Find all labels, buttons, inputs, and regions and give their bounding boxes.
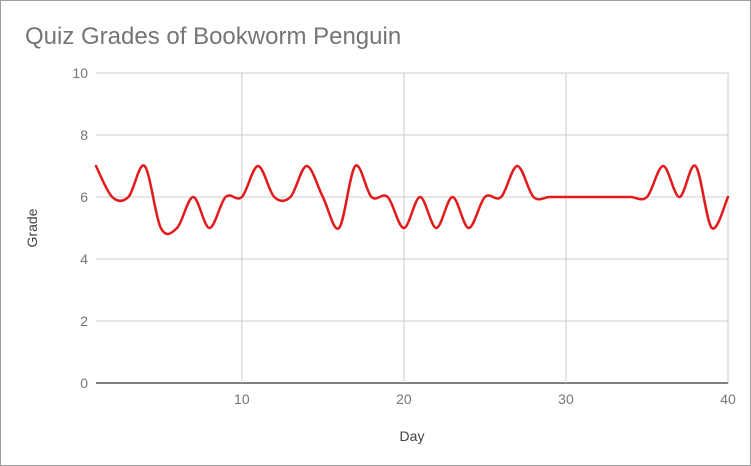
data-point-day-16 bbox=[337, 226, 341, 230]
data-point-day-33 bbox=[613, 195, 617, 199]
x-tick-label: 30 bbox=[558, 391, 574, 407]
data-point-day-23 bbox=[451, 195, 455, 199]
y-tick-label: 2 bbox=[80, 313, 88, 329]
data-point-day-15 bbox=[321, 195, 325, 199]
data-point-day-8 bbox=[207, 226, 211, 230]
data-point-day-31 bbox=[580, 195, 584, 199]
data-point-day-25 bbox=[483, 195, 487, 199]
data-point-day-18 bbox=[369, 195, 373, 199]
data-point-day-12 bbox=[272, 195, 276, 199]
data-point-day-30 bbox=[564, 195, 568, 199]
data-point-day-22 bbox=[434, 226, 438, 230]
data-point-day-29 bbox=[548, 195, 552, 199]
y-axis-label: Grade bbox=[24, 208, 40, 247]
x-tick-label: 10 bbox=[234, 391, 250, 407]
data-point-day-4 bbox=[143, 164, 147, 168]
data-point-day-13 bbox=[288, 195, 292, 199]
data-point-day-27 bbox=[515, 164, 519, 168]
data-point-day-11 bbox=[256, 164, 260, 168]
y-tick-label: 8 bbox=[80, 127, 88, 143]
data-point-day-40 bbox=[726, 195, 730, 199]
data-point-day-7 bbox=[191, 195, 195, 199]
data-point-day-38 bbox=[694, 164, 698, 168]
data-point-day-19 bbox=[386, 195, 390, 199]
tick-labels: 0 2 4 6 8 10 10 20 30 40 bbox=[72, 65, 736, 407]
data-point-day-26 bbox=[499, 195, 503, 199]
data-point-day-3 bbox=[126, 195, 130, 199]
data-point-day-9 bbox=[224, 195, 228, 199]
data-point-day-39 bbox=[710, 226, 714, 230]
data-point-day-1 bbox=[94, 164, 98, 168]
chart-title: Quiz Grades of Bookworm Penguin bbox=[25, 23, 402, 50]
data-point-day-34 bbox=[629, 195, 633, 199]
data-point-day-32 bbox=[596, 195, 600, 199]
y-tick-label: 10 bbox=[72, 65, 88, 81]
data-point-day-14 bbox=[305, 164, 309, 168]
data-point-day-36 bbox=[661, 164, 665, 168]
data-point-day-2 bbox=[110, 195, 114, 199]
data-point-day-28 bbox=[532, 195, 536, 199]
data-point-day-10 bbox=[240, 195, 244, 199]
data-point-day-20 bbox=[402, 226, 406, 230]
y-tick-label: 4 bbox=[80, 251, 88, 267]
x-tick-label: 20 bbox=[396, 391, 412, 407]
data-point-day-24 bbox=[467, 226, 471, 230]
x-tick-label: 40 bbox=[720, 391, 736, 407]
x-axis-label: Day bbox=[400, 428, 425, 444]
data-point-day-21 bbox=[418, 195, 422, 199]
data-point-day-35 bbox=[645, 195, 649, 199]
data-point-day-6 bbox=[175, 226, 179, 230]
data-point-day-37 bbox=[677, 195, 681, 199]
grid-lines bbox=[96, 72, 729, 384]
y-tick-label: 6 bbox=[80, 189, 88, 205]
grade-series-line bbox=[94, 164, 730, 236]
series-layer bbox=[94, 164, 730, 236]
y-tick-label: 0 bbox=[80, 375, 88, 391]
data-point-day-17 bbox=[353, 164, 357, 168]
data-point-day-5 bbox=[159, 226, 163, 230]
